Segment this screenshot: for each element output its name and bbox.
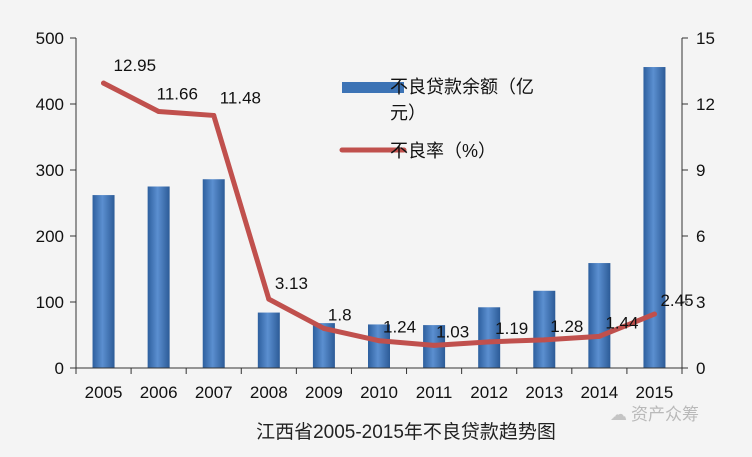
legend-label-bar-continued: 元） <box>390 103 426 123</box>
data-label-2007: 11.48 <box>220 88 261 107</box>
y-right-tick-label: 15 <box>696 29 715 48</box>
bar-2009 <box>312 323 335 368</box>
line-point-2013 <box>541 337 547 343</box>
y-left-tick-label: 200 <box>36 227 64 246</box>
y-left-tick-label: 0 <box>55 359 64 378</box>
x-tick-label: 2011 <box>416 383 453 402</box>
line-point-2012 <box>486 339 492 345</box>
data-label-2011: 1.03 <box>436 322 469 341</box>
line-point-2008 <box>266 296 272 302</box>
line-point-2005 <box>101 80 107 86</box>
bar-2006 <box>147 186 170 368</box>
x-tick-label: 2008 <box>250 383 288 402</box>
y-right-tick-label: 9 <box>696 161 705 180</box>
x-tick-label: 2015 <box>636 383 674 402</box>
x-tick-label: 2009 <box>305 383 343 402</box>
line-point-2007 <box>211 112 217 118</box>
line-point-2015 <box>651 311 657 317</box>
line-point-2014 <box>596 333 602 339</box>
chart-title: 江西省2005-2015年不良贷款趋势图 <box>256 421 556 443</box>
data-label-2010: 1.24 <box>383 318 416 337</box>
bar-2007 <box>202 179 225 368</box>
data-label-2012: 1.19 <box>495 319 528 338</box>
legend-label-bar: 不良贷款余额（亿 <box>390 77 534 97</box>
y-right-tick-label: 12 <box>696 95 715 114</box>
bar-2012 <box>478 307 501 368</box>
legend-swatch-bar <box>342 82 404 93</box>
bar-2010 <box>368 324 390 368</box>
y-left-tick-label: 400 <box>36 95 64 114</box>
y-right-tick-label: 3 <box>696 293 705 312</box>
legend-label-line: 不良率（%） <box>390 141 496 161</box>
bar-2013 <box>533 290 556 368</box>
chat-bubble-icon: ☁ <box>610 405 627 425</box>
data-label-2005: 12.95 <box>114 56 157 75</box>
bar-2005 <box>92 195 115 368</box>
watermark: ☁ 资产众筹 <box>610 400 699 425</box>
data-label-2006: 11.66 <box>157 84 198 103</box>
data-label-2014: 1.44 <box>605 313 638 332</box>
x-tick-label: 2013 <box>525 383 563 402</box>
bar-2015 <box>643 67 666 368</box>
y-right-tick-label: 6 <box>696 227 705 246</box>
x-tick-label: 2012 <box>470 383 508 402</box>
y-left-tick-label: 300 <box>36 161 64 180</box>
y-right-tick-label: 0 <box>696 359 705 378</box>
bar-2008 <box>257 312 280 368</box>
y-left-tick-label: 500 <box>36 29 64 48</box>
watermark-text: 资产众筹 <box>631 405 699 425</box>
data-label-2009: 1.8 <box>328 305 352 324</box>
data-label-2008: 3.13 <box>275 274 308 293</box>
line-series-npl-ratio <box>101 80 657 348</box>
line-point-2010 <box>376 338 382 344</box>
data-label-2013: 1.28 <box>550 317 583 336</box>
bar-2014 <box>588 263 611 368</box>
x-tick-label: 2005 <box>85 383 123 402</box>
line-point-2006 <box>156 108 162 114</box>
x-tick-label: 2007 <box>195 383 233 402</box>
y-left-tick-label: 100 <box>36 293 64 312</box>
data-label-2015: 2.45 <box>660 291 693 310</box>
x-tick-label: 2014 <box>580 383 618 402</box>
line-point-2009 <box>321 325 327 331</box>
line-point-2011 <box>431 342 437 348</box>
x-tick-label: 2010 <box>360 383 398 402</box>
x-tick-label: 2006 <box>140 383 178 402</box>
